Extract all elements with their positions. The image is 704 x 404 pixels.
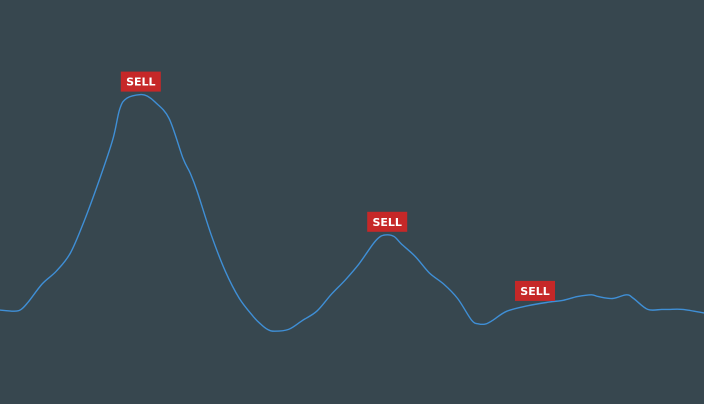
sell-signal-marker: SELL <box>120 71 161 92</box>
sell-signal-badge <box>120 71 161 92</box>
sell-signal-badge <box>367 211 408 232</box>
sell-signal-label: SELL <box>520 285 549 298</box>
sell-signal-label: SELL <box>372 216 401 229</box>
sell-signal-marker: SELL <box>367 211 408 232</box>
sell-signals-group: SELL SELL SELL <box>120 71 555 301</box>
sell-signal-marker: SELL <box>515 280 555 301</box>
sell-signal-badge <box>515 280 555 301</box>
price-series-line <box>0 93 704 332</box>
sell-signal-label: SELL <box>126 76 155 89</box>
